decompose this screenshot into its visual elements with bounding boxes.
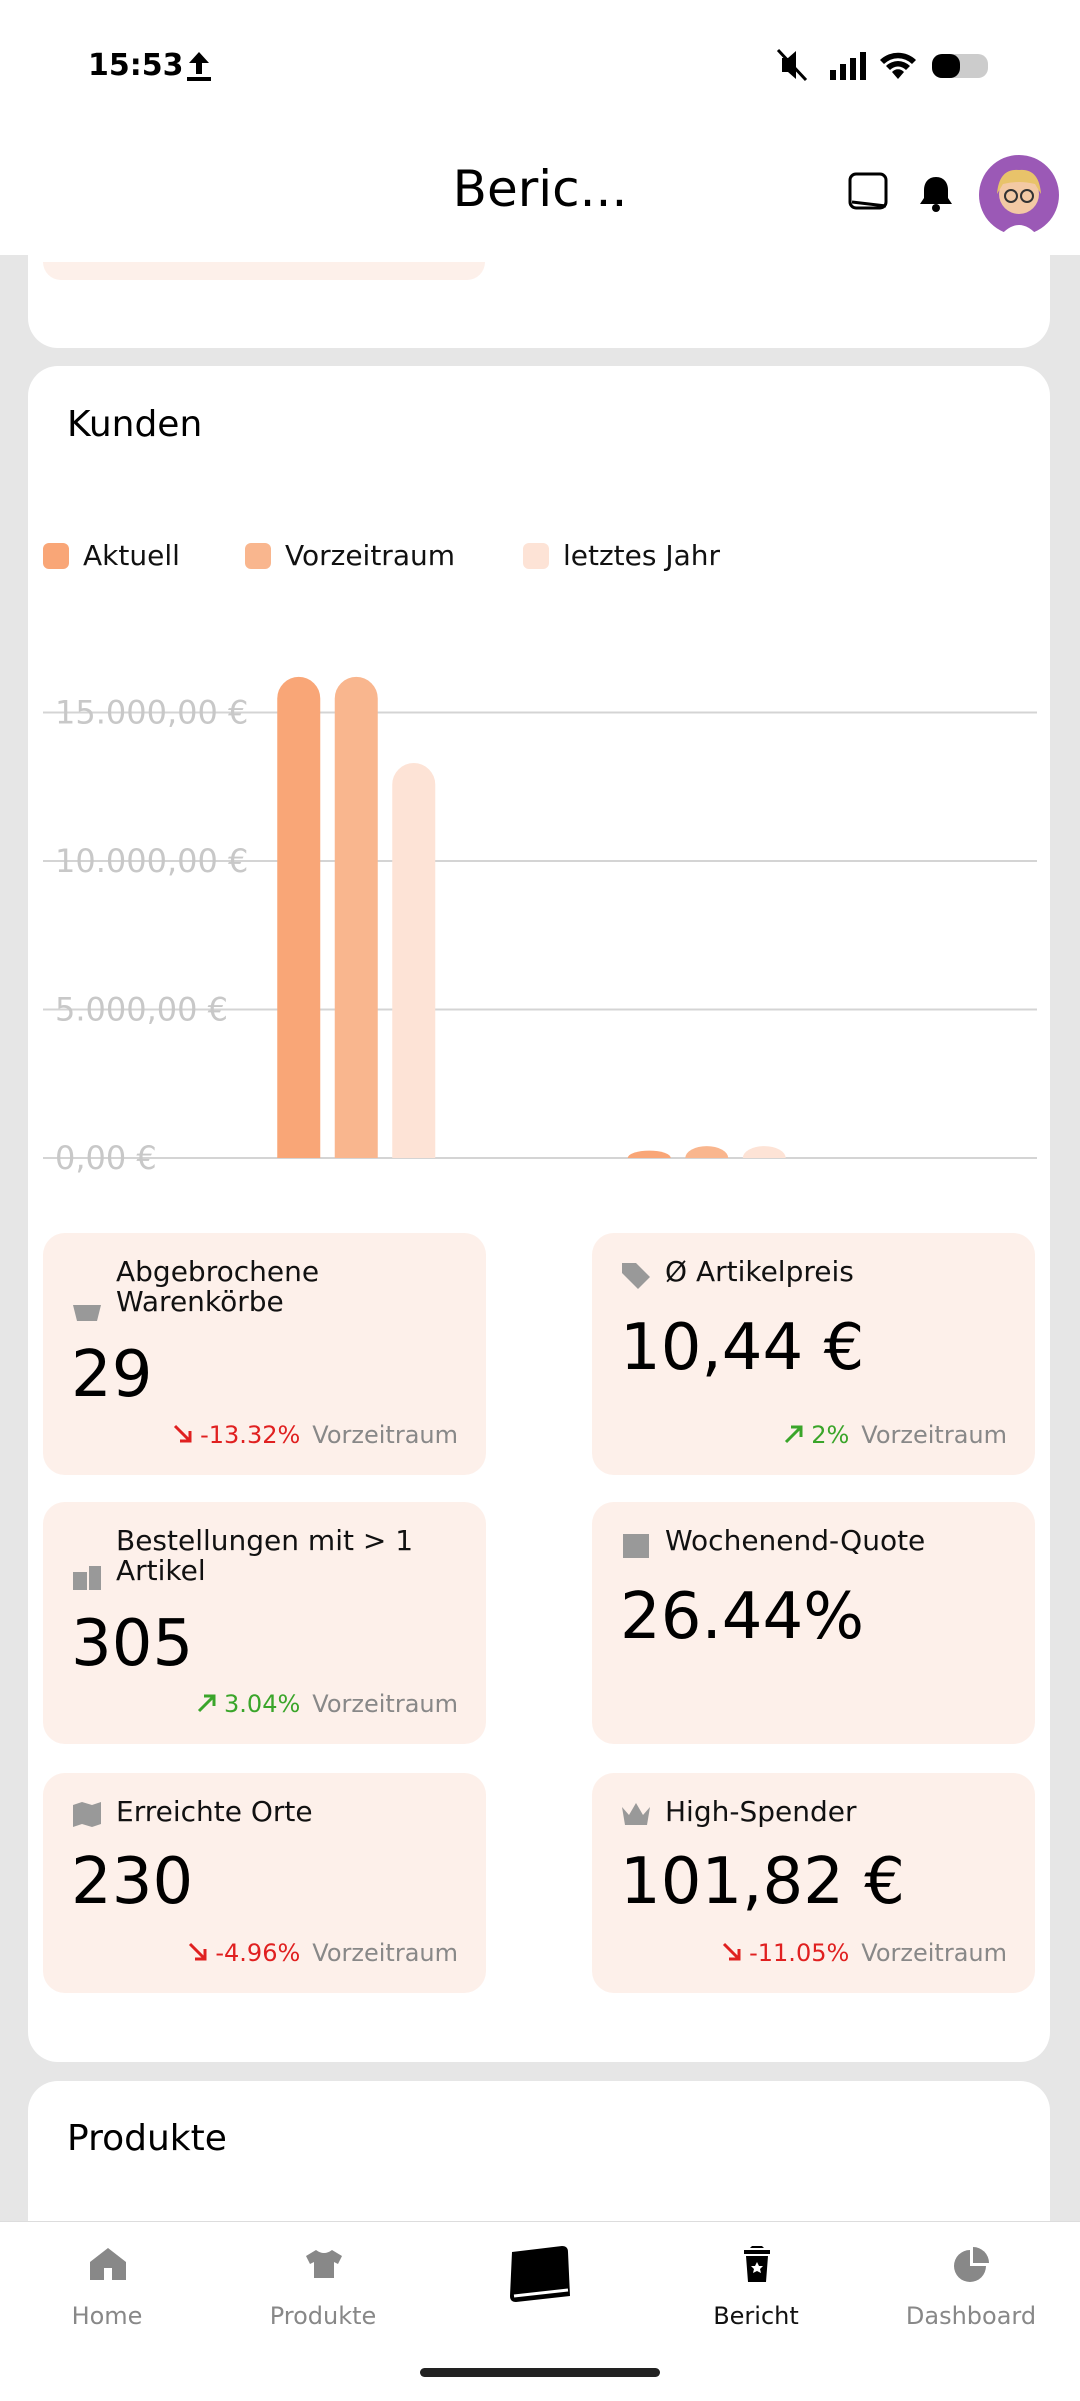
- previous-card: [28, 240, 1050, 348]
- card-title: Kunden: [67, 404, 203, 445]
- change-label: Vorzeitraum: [861, 1939, 1007, 1967]
- stat-card: Abgebrochene Warenkörbe 29 -13.32% Vorzeitr…: [43, 1233, 486, 1475]
- change-label: Vorzeitraum: [861, 1421, 1007, 1449]
- arrow-shape: [723, 1942, 741, 1961]
- y-tick-label: 5.000,00 €: [55, 991, 228, 1029]
- bar: [685, 1146, 729, 1158]
- upload-icon: [187, 52, 211, 81]
- status-time: 15:53: [88, 48, 184, 83]
- stat-icon: [623, 1530, 649, 1558]
- nav-label[interactable]: Bericht: [713, 2302, 799, 2330]
- nav-label[interactable]: Home: [71, 2302, 143, 2330]
- stat-label: Wochenend-Quote: [665, 1524, 926, 1557]
- produkte-icon[interactable]: [304, 2248, 344, 2280]
- change-arrow: [197, 1694, 216, 1713]
- stat-value: 10,44 €: [620, 1311, 865, 1385]
- change-arrow: [785, 1425, 803, 1444]
- avatar[interactable]: [978, 154, 1060, 236]
- status-icons: [776, 48, 988, 82]
- arrow-shape: [197, 1694, 216, 1713]
- legend-label: letztes Jahr: [563, 539, 721, 572]
- bar: [277, 676, 321, 1158]
- stat-label: Ø Artikelpreis: [665, 1255, 854, 1288]
- stat-card: Bestellungen mit > 1 Artikel 305 3.04% Vorz…: [43, 1502, 486, 1744]
- stat-icon: [622, 1263, 650, 1289]
- legend-label: Aktuell: [83, 539, 180, 572]
- bar: [392, 763, 436, 1158]
- icon-shape: [622, 1263, 650, 1289]
- chart: Aktuell Vorzeitraum letztes Jahr 0,00 € 5.00…: [43, 539, 1037, 1177]
- stat-value: 230: [71, 1845, 194, 1919]
- y-tick-label: 0,00 €: [55, 1139, 157, 1177]
- arrow-shape: [174, 1424, 192, 1443]
- legend-swatch: [523, 543, 549, 569]
- stat-value: 305: [71, 1607, 194, 1681]
- stat-change: -11.05% Vorzeitraum: [721, 1939, 1007, 1967]
- stat-card: High-Spender 101,82 € -11.05% Vorzeitraum: [592, 1773, 1035, 1993]
- stat-change: 3.04% Vorzeitraum: [196, 1690, 458, 1718]
- arrow-shape: [189, 1942, 207, 1961]
- bar: [742, 1146, 786, 1158]
- icon-shape: [623, 1530, 649, 1558]
- nav-label[interactable]: Produkte: [269, 2302, 377, 2330]
- stat-card: Ø Artikelpreis 10,44 € 2% Vorzeitraum: [592, 1233, 1035, 1475]
- change-value: 3.04%: [224, 1690, 301, 1718]
- change-arrow: [189, 1942, 207, 1961]
- dashboard-icon[interactable]: [952, 2246, 990, 2284]
- stat-value: 29: [71, 1338, 153, 1412]
- bericht-icon[interactable]: [740, 2244, 774, 2284]
- stat-icon: [73, 1802, 101, 1827]
- stat-icon: [73, 1566, 101, 1590]
- home-icon[interactable]: [88, 2246, 128, 2282]
- icon-shape: [73, 1297, 101, 1321]
- bar: [627, 1150, 671, 1158]
- legend-swatch: [245, 543, 271, 569]
- icon-shape: [622, 1803, 650, 1825]
- stat-label: Bestellungen mit > 1 Artikel: [116, 1524, 414, 1587]
- top-area: [0, 0, 1080, 255]
- bar: [334, 676, 378, 1158]
- y-tick-label: 10.000,00 €: [55, 842, 248, 880]
- icon-shape: [73, 1802, 101, 1827]
- change-value: -13.32%: [200, 1421, 301, 1449]
- center-book-icon[interactable]: [506, 2242, 574, 2308]
- nav-label[interactable]: Dashboard: [905, 2302, 1037, 2330]
- stat-card: Wochenend-Quote 26.44%: [592, 1502, 1035, 1744]
- home-indicator: [420, 2368, 660, 2377]
- change-label: Vorzeitraum: [312, 1939, 458, 1967]
- change-value: 2%: [811, 1421, 850, 1449]
- book-icon[interactable]: [846, 170, 890, 214]
- bell-icon[interactable]: [918, 174, 954, 214]
- legend-label: Vorzeitraum: [285, 539, 455, 572]
- stat-label: High-Spender: [665, 1795, 857, 1828]
- card-title: Produkte: [67, 2118, 227, 2159]
- change-value: -11.05%: [749, 1939, 850, 1967]
- stat-value: 26.44%: [620, 1580, 865, 1654]
- arrow-shape: [785, 1425, 803, 1444]
- change-label: Vorzeitraum: [312, 1690, 458, 1718]
- previous-card-item: [43, 262, 485, 280]
- stat-change: 2% Vorzeitraum: [783, 1421, 1007, 1449]
- stat-label: Erreichte Orte: [116, 1795, 313, 1828]
- stat-label: Abgebrochene Warenkörbe: [116, 1255, 320, 1318]
- stat-card: Erreichte Orte 230 -4.96% Vorzeitraum: [43, 1773, 486, 1993]
- stat-value: 101,82 €: [620, 1845, 905, 1919]
- change-value: -4.96%: [215, 1939, 301, 1967]
- stat-change: -4.96% Vorzeitraum: [187, 1939, 458, 1967]
- stat-icon: [622, 1803, 650, 1825]
- header-title: Beric...: [452, 160, 628, 218]
- stat-change: -13.32% Vorzeitraum: [172, 1421, 458, 1449]
- change-arrow: [723, 1942, 741, 1961]
- icon-shape: [73, 1566, 101, 1590]
- change-label: Vorzeitraum: [312, 1421, 458, 1449]
- legend-swatch: [43, 543, 69, 569]
- y-tick-label: 15.000,00 €: [55, 694, 248, 732]
- stat-icon: [73, 1297, 101, 1321]
- change-arrow: [174, 1424, 192, 1443]
